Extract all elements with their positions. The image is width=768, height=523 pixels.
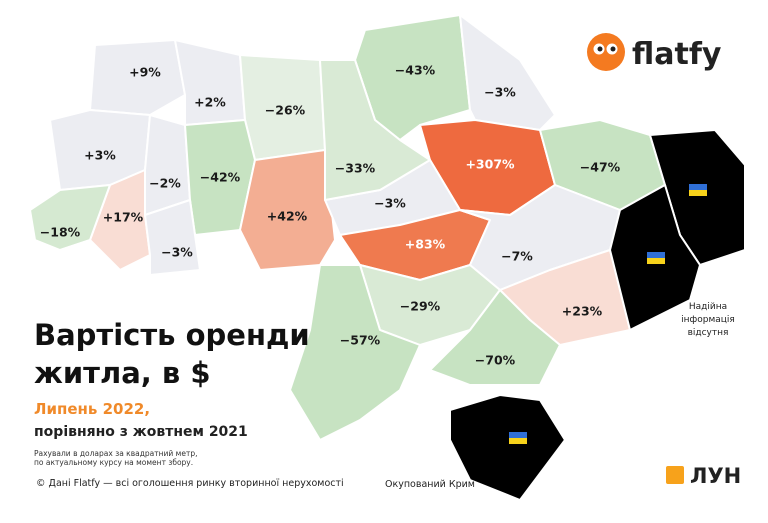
region-label: −29% xyxy=(400,299,441,314)
region-label: +17% xyxy=(103,210,144,225)
region-layer xyxy=(29,14,666,441)
region-label: −33% xyxy=(335,161,376,176)
period: Липень 2022, xyxy=(34,400,150,418)
no-data-line: відсутня xyxy=(688,328,729,338)
flag-top xyxy=(647,252,665,258)
region xyxy=(459,14,556,131)
region-label: −70% xyxy=(475,353,516,368)
logo-icon xyxy=(666,466,684,484)
lun-logo: ЛУН xyxy=(666,464,741,488)
flag-bottom xyxy=(509,438,527,444)
region-label: +42% xyxy=(267,209,308,224)
region-label: −57% xyxy=(340,333,381,348)
region xyxy=(144,199,201,276)
region-label: −43% xyxy=(395,63,436,78)
source: © Дані Flatfy — всі оголошення ринку вто… xyxy=(36,478,344,489)
note-line: по актуальному курсу на момент збору. xyxy=(34,458,193,467)
flag-top xyxy=(509,432,527,438)
flag-bottom xyxy=(647,258,665,264)
region-label: +9% xyxy=(129,65,161,80)
logo-text: flatfy xyxy=(632,37,722,72)
title-line: Вартість оренди xyxy=(34,318,310,352)
region-label: −26% xyxy=(265,103,306,118)
no-data-line: інформація xyxy=(681,315,735,325)
region-label: +3% xyxy=(84,148,116,163)
no-data-line: Надійна xyxy=(689,302,727,312)
region-label: +2% xyxy=(194,95,226,110)
region-label: +23% xyxy=(562,304,603,319)
region xyxy=(319,59,431,201)
region xyxy=(429,289,561,386)
region-label: +307% xyxy=(465,157,515,172)
note-line: Рахували в доларах за квадратний метр, xyxy=(34,449,197,458)
region xyxy=(29,184,111,251)
region-label: −2% xyxy=(149,176,181,191)
logo-icon xyxy=(587,33,625,71)
flag-top xyxy=(689,184,707,190)
region-label: +83% xyxy=(405,237,446,252)
region xyxy=(289,264,421,441)
region-label: −18% xyxy=(40,225,81,240)
logo-text: ЛУН xyxy=(690,464,741,488)
region xyxy=(89,39,186,116)
flag-bottom xyxy=(689,190,707,196)
region-label: −47% xyxy=(580,160,621,175)
occupied-territory xyxy=(449,394,566,501)
region-label: −3% xyxy=(161,245,193,260)
region-label: −3% xyxy=(374,196,406,211)
title-line: житла, в $ xyxy=(34,356,211,390)
region-label: −3% xyxy=(484,85,516,100)
label-layer: +9% +2% −26% −43% −3% +307% −47% +3% −2% −42% +42%… xyxy=(40,63,621,368)
region-label: −7% xyxy=(501,249,533,264)
occupied-layer xyxy=(449,129,746,501)
comparison: порівняно з жовтнем 2021 xyxy=(34,424,248,440)
region-label: −42% xyxy=(200,170,241,185)
region xyxy=(174,39,246,126)
region xyxy=(144,114,191,216)
crimea-label: Окупований Крим xyxy=(385,479,475,490)
flatfy-logo: flatfy xyxy=(587,33,722,72)
